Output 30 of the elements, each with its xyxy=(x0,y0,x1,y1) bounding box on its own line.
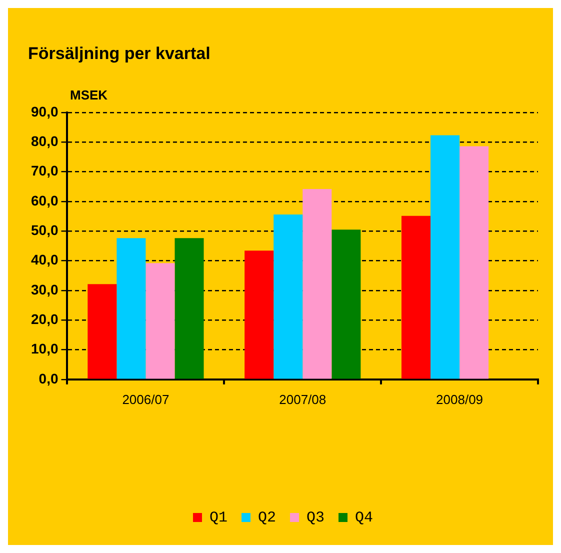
bar xyxy=(302,188,332,379)
chart-title: Försäljning per kvartal xyxy=(28,44,210,63)
bar xyxy=(401,216,431,379)
y-tick-label: 0,0 xyxy=(38,370,58,386)
legend-label: Q3 xyxy=(306,509,325,526)
y-tick-label: 80,0 xyxy=(31,132,58,149)
y-tick-label: 20,0 xyxy=(31,310,58,327)
y-axis-title: MSEK xyxy=(70,87,108,102)
bar xyxy=(244,250,274,379)
bar xyxy=(88,284,117,379)
bar xyxy=(430,135,460,379)
y-tick-label: 90,0 xyxy=(31,103,58,120)
y-tick-label: 30,0 xyxy=(31,281,58,298)
y-tick-label: 50,0 xyxy=(31,222,58,238)
x-tick-label: 2008/09 xyxy=(436,392,484,407)
x-tick-label: 2007/08 xyxy=(279,392,326,407)
bar xyxy=(274,214,303,379)
legend-label: Q1 xyxy=(209,509,228,526)
x-tick-label: 2006/07 xyxy=(122,392,170,407)
bar xyxy=(332,230,361,379)
y-tick-label: 70,0 xyxy=(31,162,58,179)
y-tick-label: 60,0 xyxy=(31,192,58,208)
legend-label: Q4 xyxy=(355,509,374,526)
y-tick-label: 10,0 xyxy=(31,340,58,357)
bar xyxy=(116,238,146,379)
y-tick-label: 40,0 xyxy=(31,252,58,268)
bar xyxy=(460,146,489,379)
legend-label: Q2 xyxy=(258,509,276,526)
bar xyxy=(174,238,204,379)
bar xyxy=(146,263,175,379)
